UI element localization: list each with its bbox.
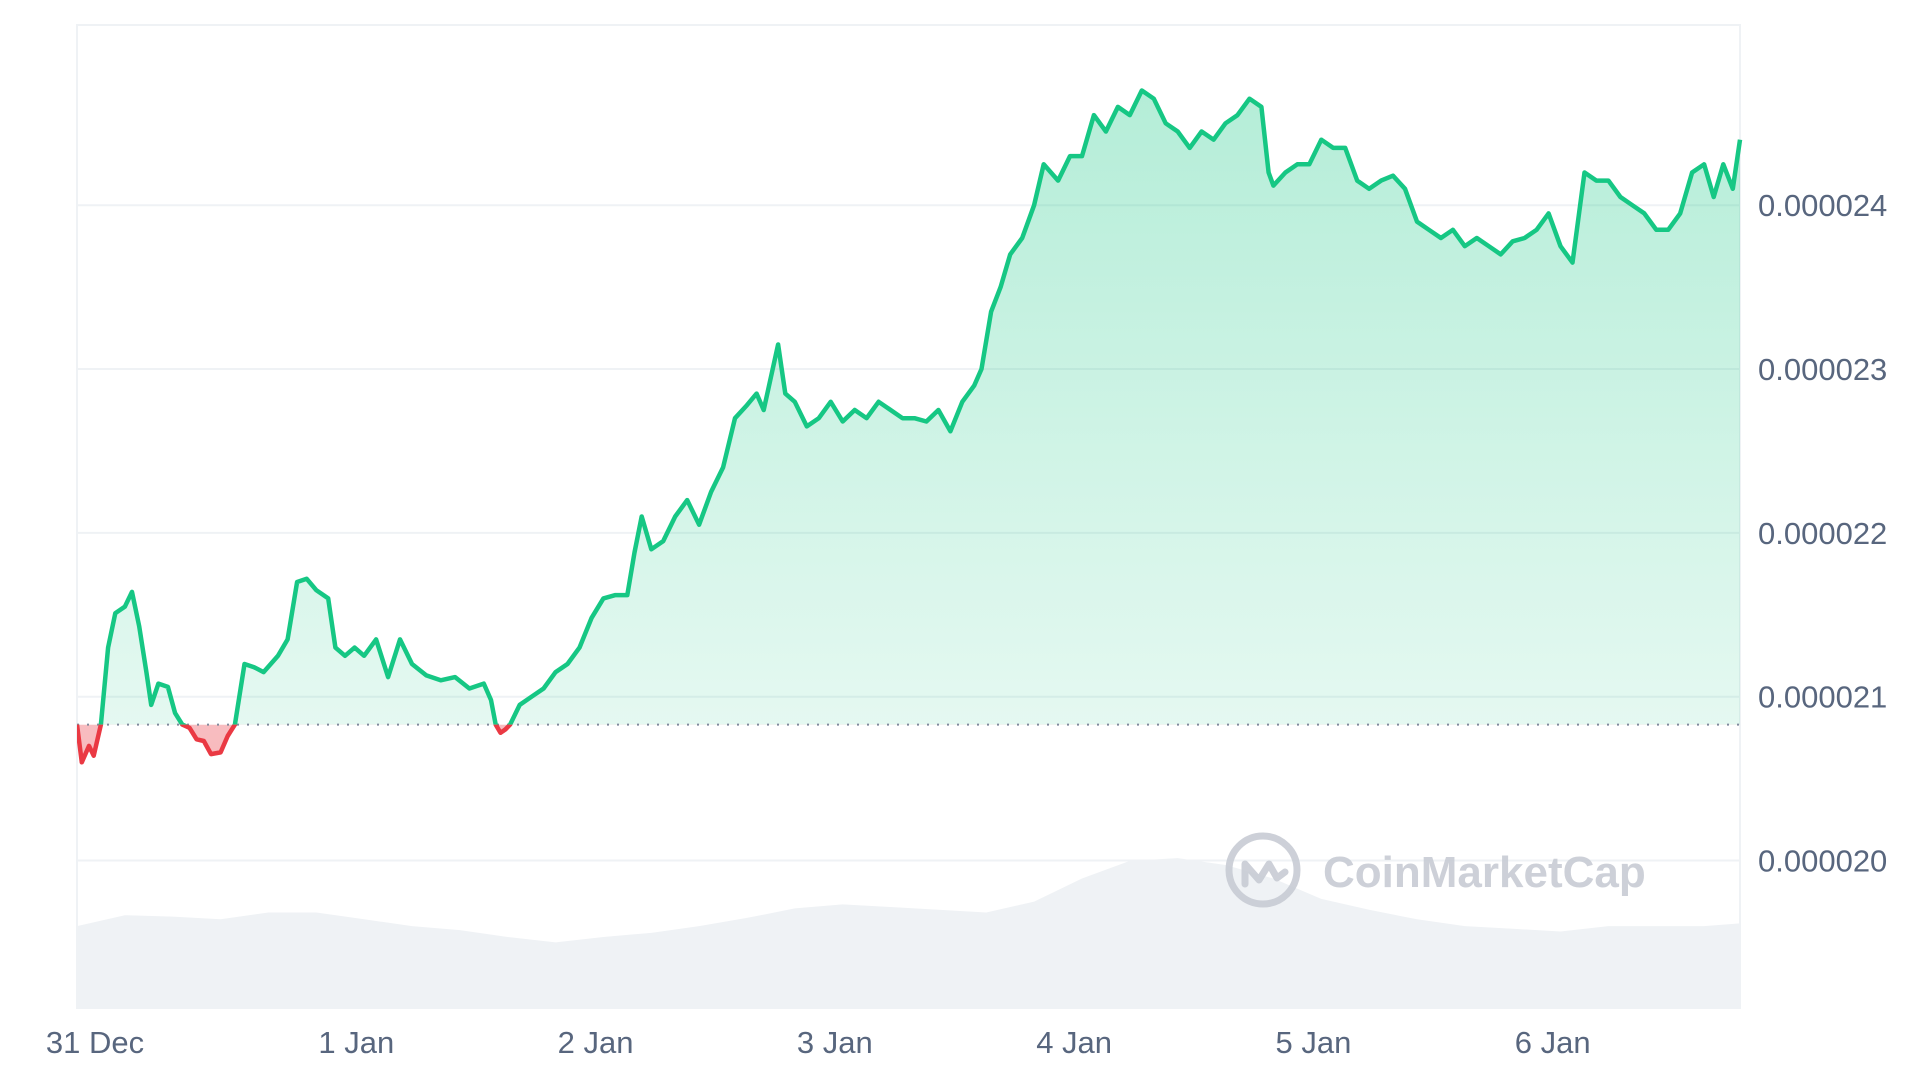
x-tick-label: 31 Dec [46, 1025, 144, 1060]
watermark-text: CoinMarketCap [1323, 848, 1646, 897]
y-axis-ticks: 0.000020 0.000021 0.000022 0.000023 0.000024 [1758, 188, 1887, 878]
x-tick-label: 5 Jan [1275, 1025, 1351, 1060]
y-tick-label: 0.000022 [1758, 516, 1887, 551]
coinmarketcap-logo-icon [1225, 832, 1301, 908]
price-line [77, 88, 1743, 765]
up-area [100, 90, 1740, 725]
volume-area [77, 858, 1740, 1008]
x-tick-label: 2 Jan [558, 1025, 634, 1060]
x-tick-label: 1 Jan [318, 1025, 394, 1060]
x-axis-ticks: 31 Dec 1 Jan 2 Jan 3 Jan 4 Jan 5 Jan 6 Jan [46, 1025, 1591, 1060]
price-area [77, 90, 1740, 763]
y-tick-label: 0.000023 [1758, 352, 1887, 387]
y-tick-label: 0.000024 [1758, 188, 1887, 223]
y-tick-label: 0.000021 [1758, 680, 1887, 715]
x-tick-label: 6 Jan [1515, 1025, 1591, 1060]
volume-shape [77, 858, 1740, 1008]
watermark: CoinMarketCap [1225, 832, 1646, 908]
y-tick-label: 0.000020 [1758, 844, 1887, 879]
x-tick-label: 4 Jan [1036, 1025, 1112, 1060]
x-tick-label: 3 Jan [797, 1025, 873, 1060]
price-line-up [77, 88, 1743, 725]
